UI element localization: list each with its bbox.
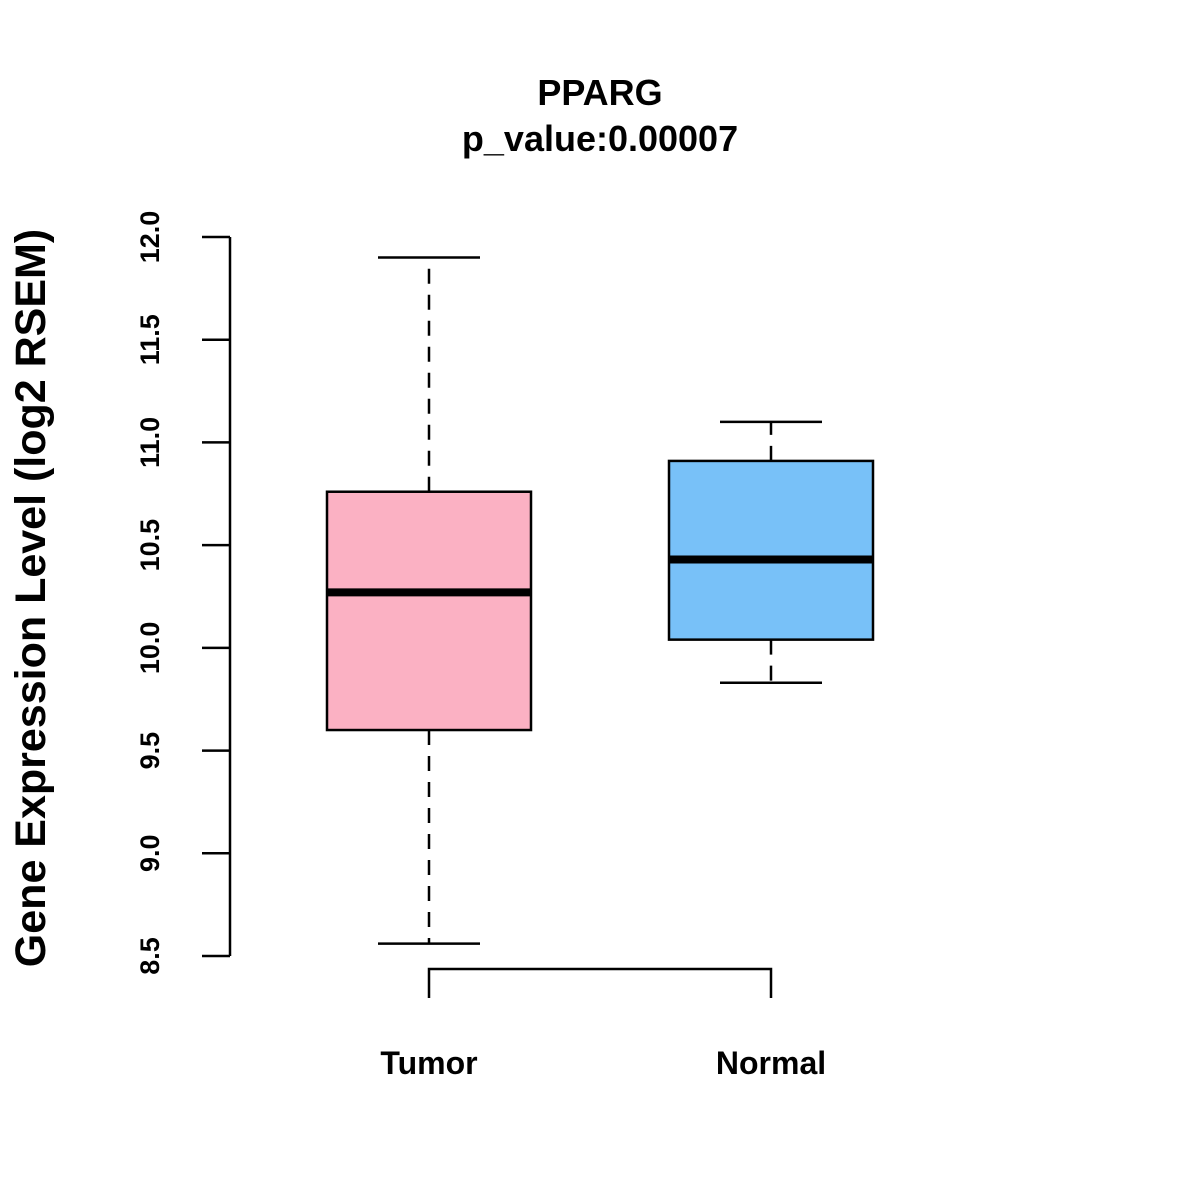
chart-title: PPARG [537,72,662,113]
y-axis-label: Gene Expression Level (log2 RSEM) [7,229,55,967]
significance-bracket [427,967,773,998]
y-tick-label: 11.0 [135,417,165,468]
box-iqr [325,490,533,732]
y-tick-label: 9.0 [135,835,165,873]
category-label-normal: Normal [716,1045,826,1081]
category-labels: Tumor Normal [380,1045,826,1081]
y-tick-label: 8.5 [135,937,165,975]
chart-subtitle: p_value:0.00007 [462,118,738,159]
box-iqr [667,459,875,641]
bracket-line [427,967,773,998]
y-axis: 8.5 9.0 9.5 10.0 10.5 11.0 11.5 12.0 [135,211,232,975]
category-label-tumor: Tumor [380,1045,477,1081]
y-tick-label: 12.0 [135,211,165,264]
y-tick-label: 10.0 [135,622,165,675]
y-tick-label: 10.5 [135,519,165,572]
y-tick-label: 9.5 [135,732,165,770]
boxes-group [325,256,875,945]
y-tick-label: 11.5 [135,314,165,365]
box-tumor [325,256,533,945]
box-normal [667,420,875,685]
